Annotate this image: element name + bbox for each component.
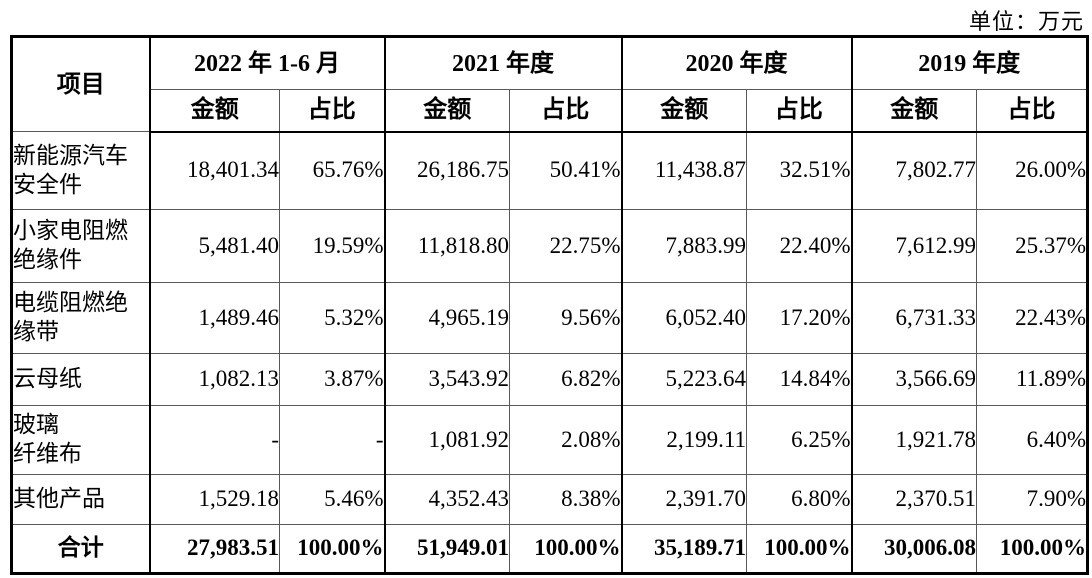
cell-ratio: 5.32% (279, 282, 385, 354)
cell-ratio: 6.80% (746, 474, 852, 525)
cell-amount: 1,081.92 (383, 405, 510, 475)
cell-amount: 1,489.46 (148, 282, 280, 354)
header-amount-2020: 金额 (620, 89, 747, 133)
cell-amount: 11,438.87 (620, 131, 747, 210)
cell-ratio: - (279, 405, 385, 475)
cell-ratio: 3.87% (279, 353, 385, 406)
cell-amount: 1,529.18 (148, 474, 280, 525)
cell-ratio: 17.20% (746, 282, 852, 354)
cell-ratio: 19.59% (279, 209, 385, 283)
cell-ratio: 22.75% (509, 209, 622, 283)
row-item-label: 云母纸 (11, 353, 150, 406)
cell-amount: 7,612.99 (850, 209, 977, 283)
row-item-label: 电缆阻燃绝 缘带 (11, 282, 150, 354)
table-row: 小家电阻燃 绝缘件 5,481.40 19.59% 11,818.80 22.7… (11, 209, 1088, 283)
row-item-line: 云母纸 (13, 366, 82, 392)
header-period-2022: 2022 年 1-6 月 (148, 36, 385, 90)
row-item-line: 纤维布 (13, 441, 82, 466)
cell-ratio: 50.41% (509, 131, 622, 210)
cell-amount: 6,052.40 (620, 282, 747, 354)
cell-ratio: 6.82% (509, 353, 622, 406)
cell-amount: - (148, 405, 280, 475)
cell-ratio: 5.46% (279, 474, 385, 525)
cell-amount: 2,391.70 (620, 474, 747, 525)
cell-amount: 7,883.99 (620, 209, 747, 283)
cell-amount: 3,543.92 (383, 353, 510, 406)
cell-ratio: 14.84% (746, 353, 852, 406)
total-label: 合计 (11, 524, 150, 574)
cell-ratio: 11.89% (976, 353, 1088, 406)
table-row: 电缆阻燃绝 缘带 1,489.46 5.32% 4,965.19 9.56% 6… (11, 282, 1088, 354)
row-item-line: 新能源汽车 (13, 142, 128, 168)
table-row-total: 合计 27,983.51 100.00% 51,949.01 100.00% 3… (11, 524, 1088, 574)
cell-ratio: 6.25% (746, 405, 852, 475)
cell-ratio: 22.43% (976, 282, 1088, 354)
cell-ratio: 7.90% (976, 474, 1088, 525)
cell-amount: 6,731.33 (850, 282, 977, 354)
cell-amount: 51,949.01 (383, 524, 510, 574)
header-amount-2019: 金额 (850, 89, 977, 133)
row-item-line: 安全件 (13, 171, 82, 197)
row-item-label: 玻璃 纤维布 (11, 405, 150, 475)
cell-amount: 4,965.19 (383, 282, 510, 354)
header-period-2019: 2019 年度 (850, 36, 1088, 90)
header-row-periods: 项目 2022 年 1-6 月 2021 年度 2020 年度 2019 年度 (11, 36, 1088, 132)
row-item-label: 新能源汽车 安全件 (11, 131, 150, 210)
row-item-label: 其他产品 (11, 474, 150, 525)
cell-amount: 4,352.43 (383, 474, 510, 525)
cell-amount: 2,199.11 (620, 405, 747, 475)
header-amount-2021: 金额 (383, 89, 510, 133)
row-item-line: 绝缘件 (13, 247, 82, 272)
cell-amount: 7,802.77 (850, 131, 977, 210)
cell-ratio: 65.76% (279, 131, 385, 210)
cell-ratio: 32.51% (746, 131, 852, 210)
row-item-line: 小家电阻燃 (13, 218, 128, 244)
cell-amount: 1,921.78 (850, 405, 977, 475)
cell-ratio: 22.40% (746, 209, 852, 283)
revenue-breakdown-table: 项目 2022 年 1-6 月 2021 年度 2020 年度 2019 年度 … (10, 35, 1089, 575)
cell-amount: 27,983.51 (148, 524, 280, 574)
cell-amount: 5,223.64 (620, 353, 747, 406)
cell-amount: 35,189.71 (620, 524, 747, 574)
cell-ratio: 100.00% (746, 524, 852, 574)
header-ratio-2019: 占比 (976, 89, 1088, 133)
header-period-2020: 2020 年度 (620, 36, 852, 90)
header-ratio-2021: 占比 (509, 89, 622, 133)
cell-amount: 18,401.34 (148, 131, 280, 210)
header-row-subheaders: 金额 占比 金额 占比 金额 占比 金额 占比 (12, 89, 1088, 133)
cell-ratio: 100.00% (279, 524, 385, 574)
cell-ratio: 6.40% (976, 405, 1088, 475)
cell-amount: 26,186.75 (383, 131, 510, 210)
table-row: 玻璃 纤维布 - - 1,081.92 2.08% 2,199.11 6.25%… (11, 405, 1088, 475)
cell-ratio: 100.00% (976, 524, 1088, 574)
cell-ratio: 8.38% (509, 474, 622, 525)
row-item-line: 缘带 (13, 319, 59, 344)
row-item-line: 玻璃 (13, 412, 59, 438)
cell-ratio: 100.00% (509, 524, 622, 574)
row-item-line: 其他产品 (13, 486, 105, 512)
cell-ratio: 26.00% (976, 131, 1088, 210)
cell-amount: 2,370.51 (850, 474, 977, 525)
table-row: 新能源汽车 安全件 18,401.34 65.76% 26,186.75 50.… (11, 131, 1088, 210)
cell-ratio: 25.37% (976, 209, 1088, 283)
header-item: 项目 (11, 36, 150, 132)
header-period-2021: 2021 年度 (383, 36, 622, 90)
cell-amount: 1,082.13 (148, 353, 280, 406)
table-row: 云母纸 1,082.13 3.87% 3,543.92 6.82% 5,223.… (11, 353, 1088, 406)
table-row: 其他产品 1,529.18 5.46% 4,352.43 8.38% 2,391… (11, 474, 1088, 525)
header-ratio-2020: 占比 (746, 89, 852, 133)
row-item-line: 电缆阻燃绝 (13, 290, 128, 316)
cell-ratio: 9.56% (509, 282, 622, 354)
row-item-label: 小家电阻燃 绝缘件 (11, 209, 150, 283)
cell-ratio: 2.08% (509, 405, 622, 475)
cell-amount: 3,566.69 (850, 353, 977, 406)
header-ratio-2022: 占比 (279, 89, 385, 133)
cell-amount: 5,481.40 (148, 209, 280, 283)
unit-label: 单位：万元 (968, 9, 1084, 34)
header-amount-2022: 金额 (148, 89, 280, 133)
cell-amount: 30,006.08 (850, 524, 977, 574)
cell-amount: 11,818.80 (383, 209, 510, 283)
